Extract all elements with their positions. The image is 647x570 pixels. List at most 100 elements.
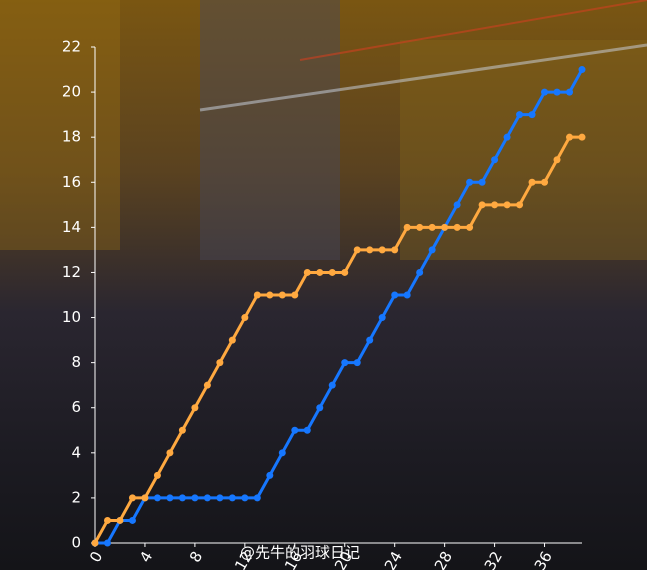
- point: [253, 291, 261, 299]
- point: [203, 494, 211, 502]
- point: [441, 223, 449, 231]
- background-tower: [200, 0, 340, 260]
- point: [216, 359, 224, 367]
- point: [191, 404, 199, 412]
- point: [316, 268, 324, 276]
- point: [566, 88, 574, 96]
- point: [391, 246, 399, 254]
- point: [553, 88, 561, 96]
- point: [541, 178, 549, 186]
- point: [403, 291, 411, 299]
- background-building: [0, 0, 120, 250]
- point: [478, 178, 486, 186]
- point: [578, 66, 586, 74]
- point: [403, 223, 411, 231]
- x-tick-label: 4: [136, 548, 156, 565]
- point: [103, 516, 111, 524]
- point: [266, 471, 274, 479]
- point: [516, 201, 524, 209]
- point: [466, 223, 474, 231]
- point: [416, 268, 424, 276]
- x-tick-label: 32: [481, 548, 506, 570]
- point: [153, 471, 161, 479]
- background-building: [400, 40, 647, 260]
- point: [453, 201, 461, 209]
- point: [253, 494, 261, 502]
- x-tick-label: 36: [531, 548, 556, 570]
- series-line: [93, 135, 582, 544]
- point: [203, 381, 211, 389]
- point: [141, 494, 149, 502]
- point: [178, 494, 186, 502]
- point: [266, 291, 274, 299]
- point: [341, 359, 349, 367]
- point: [303, 426, 311, 434]
- y-tick-label: 8: [71, 353, 81, 371]
- point: [428, 223, 436, 231]
- point: [328, 381, 336, 389]
- point: [553, 156, 561, 164]
- point: [166, 449, 174, 457]
- y-tick-label: 16: [62, 173, 81, 191]
- point: [91, 539, 99, 547]
- point: [241, 314, 249, 322]
- y-tick-label: 6: [71, 398, 81, 416]
- y-tick-label: 0: [71, 534, 81, 552]
- point: [166, 494, 174, 502]
- point: [103, 539, 111, 547]
- point: [578, 133, 586, 141]
- point: [541, 88, 549, 96]
- point: [366, 246, 374, 254]
- point: [316, 404, 324, 412]
- y-tick-label: 22: [62, 38, 81, 56]
- point: [228, 494, 236, 502]
- point: [453, 223, 461, 231]
- point: [116, 516, 124, 524]
- point: [378, 246, 386, 254]
- series-line: [95, 68, 584, 545]
- point: [328, 268, 336, 276]
- point: [528, 178, 536, 186]
- point: [391, 291, 399, 299]
- x-tick-label: 12: [231, 548, 256, 570]
- y-tick-label: 10: [62, 308, 81, 326]
- point: [516, 111, 524, 119]
- background-light: [299, 0, 647, 61]
- x-tick-label: 16: [281, 548, 306, 570]
- y-tick-label: 20: [62, 83, 81, 101]
- point: [153, 494, 161, 502]
- point: [291, 426, 299, 434]
- x-tick-label: 8: [186, 548, 206, 565]
- x-tick-label: 20: [331, 548, 356, 570]
- y-tick-label: 2: [71, 488, 81, 506]
- point: [128, 494, 136, 502]
- point: [366, 336, 374, 344]
- y-tick-label: 18: [62, 128, 81, 146]
- x-tick-label: 24: [381, 548, 406, 570]
- point: [528, 111, 536, 119]
- point: [566, 133, 574, 141]
- point: [378, 314, 386, 322]
- y-tick-label: 12: [62, 263, 81, 281]
- point: [466, 178, 474, 186]
- background-light: [199, 43, 647, 112]
- point: [178, 426, 186, 434]
- point: [278, 291, 286, 299]
- point: [303, 268, 311, 276]
- point: [241, 494, 249, 502]
- point: [278, 449, 286, 457]
- point: [353, 246, 361, 254]
- watermark: @先牛的羽球日记: [240, 544, 360, 562]
- point: [228, 336, 236, 344]
- point: [478, 201, 486, 209]
- point: [491, 201, 499, 209]
- point: [341, 268, 349, 276]
- point: [416, 223, 424, 231]
- point: [216, 494, 224, 502]
- point: [503, 133, 511, 141]
- y-tick-label: 14: [62, 218, 81, 236]
- point: [428, 246, 436, 254]
- point: [353, 359, 361, 367]
